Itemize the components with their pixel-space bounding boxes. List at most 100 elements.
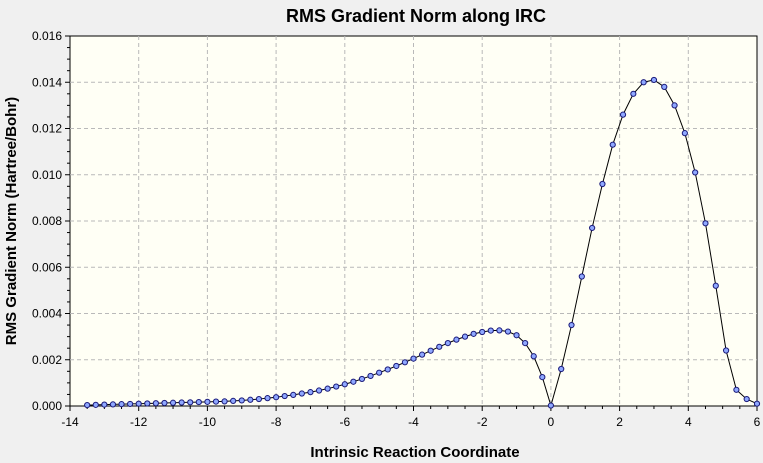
data-point <box>640 79 647 86</box>
data-point <box>298 390 305 397</box>
x-tick-label: -2 <box>477 415 488 429</box>
data-point <box>530 353 537 360</box>
data-point <box>169 399 177 406</box>
data-point <box>178 399 185 406</box>
data-point <box>290 391 297 398</box>
y-tick-label: 0.010 <box>32 168 62 182</box>
x-tick-label: 6 <box>754 415 761 429</box>
data-point <box>436 343 443 350</box>
grid-lines <box>70 36 757 406</box>
data-point <box>547 402 555 409</box>
data-point <box>161 399 168 407</box>
data-point <box>307 389 314 396</box>
axis-ticks: -14 -12 -10 -8 -6 -4 -2 0 2 4 6 0.000 0.002 0.004 0.00… <box>32 29 761 429</box>
data-point <box>393 362 400 370</box>
data-point <box>619 111 627 118</box>
data-point <box>144 400 151 407</box>
data-point <box>273 394 280 401</box>
data-point <box>609 141 616 148</box>
data-point <box>281 392 288 400</box>
data-point <box>221 398 228 405</box>
data-point <box>461 333 469 340</box>
y-tick-label: 0.000 <box>32 399 62 413</box>
data-point <box>333 383 340 390</box>
data-point <box>315 387 323 394</box>
data-point <box>578 273 585 280</box>
y-tick-label: 0.008 <box>32 214 62 228</box>
y-tick-label: 0.014 <box>32 75 62 89</box>
data-point <box>195 398 202 406</box>
x-tick-label: -14 <box>61 415 79 429</box>
y-tick-label: 0.016 <box>32 29 62 43</box>
data-point <box>247 396 254 403</box>
y-tick-label: 0.012 <box>32 122 62 136</box>
y-axis-label: RMS Gradient Norm (Hartree/Bohr) <box>3 97 20 345</box>
data-point <box>135 400 142 407</box>
data-point <box>230 397 237 405</box>
data-point <box>470 330 477 337</box>
x-tick-label: -6 <box>339 415 350 429</box>
x-tick-label: 2 <box>616 415 623 429</box>
data-point <box>401 359 409 366</box>
data-point <box>513 332 520 339</box>
data-point <box>650 76 658 84</box>
data-point <box>92 401 99 408</box>
data-point <box>187 399 194 406</box>
data-point <box>479 328 486 336</box>
data-point <box>504 328 512 335</box>
chart-title: RMS Gradient Norm along IRC <box>286 6 546 26</box>
data-point <box>568 321 575 329</box>
data-point <box>376 369 383 376</box>
data-point <box>204 398 211 405</box>
x-tick-label: -4 <box>408 415 419 429</box>
data-point <box>733 386 740 393</box>
data-point <box>496 327 503 334</box>
data-point <box>418 351 426 358</box>
data-point <box>255 395 263 403</box>
data-point <box>712 282 719 289</box>
data-point <box>743 395 750 403</box>
series-layer <box>84 76 761 409</box>
data-point <box>109 401 117 408</box>
data-point <box>453 336 460 343</box>
data-point <box>341 381 348 388</box>
x-tick-label: 4 <box>685 415 692 429</box>
x-axis-label: Intrinsic Reaction Coordinate <box>310 444 519 461</box>
data-point <box>127 400 134 408</box>
data-point <box>702 220 709 227</box>
data-point <box>722 347 730 354</box>
data-point <box>118 401 125 408</box>
x-tick-label: 0 <box>548 415 555 429</box>
y-tick-label: 0.002 <box>32 353 62 367</box>
data-point <box>589 224 596 232</box>
data-point <box>212 398 220 405</box>
data-point <box>384 366 391 373</box>
data-point <box>444 340 451 347</box>
data-point <box>522 340 529 347</box>
data-point <box>539 373 546 381</box>
data-point <box>630 90 637 97</box>
data-point <box>681 130 688 137</box>
data-point <box>101 401 108 408</box>
data-point <box>427 347 434 354</box>
data-point <box>661 83 668 90</box>
data-point <box>753 400 761 407</box>
data-point <box>264 395 271 402</box>
x-tick-label: -12 <box>130 415 148 429</box>
data-point <box>692 169 699 176</box>
data-point <box>367 372 374 380</box>
data-point <box>410 355 417 362</box>
data-point <box>671 102 678 109</box>
data-point <box>238 397 245 404</box>
data-point <box>350 378 357 385</box>
data-point <box>152 400 159 407</box>
y-tick-label: 0.004 <box>32 307 62 321</box>
data-point <box>558 365 565 373</box>
y-tick-label: 0.006 <box>32 260 62 274</box>
data-point <box>487 327 494 334</box>
data-point <box>358 375 366 383</box>
x-tick-label: -10 <box>199 415 217 429</box>
data-point <box>84 401 91 409</box>
